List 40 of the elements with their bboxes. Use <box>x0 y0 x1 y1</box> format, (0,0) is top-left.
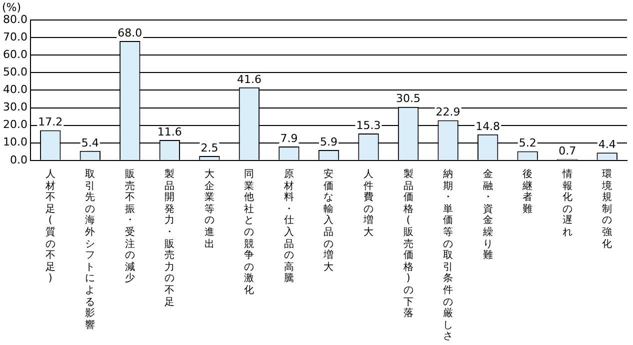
category-label: 安価な輸入品の増大 <box>324 169 334 273</box>
y-tick-label: 0.0 <box>10 153 28 166</box>
category-label: 人材不足(質の不足) <box>45 169 56 284</box>
x-tick-label: 情報化の遅れ <box>561 169 574 239</box>
y-tick-label: 40.0 <box>2 83 28 96</box>
y-tick-label: 50.0 <box>2 66 28 79</box>
data-label: 4.4 <box>598 138 616 152</box>
y-tick-label: 60.0 <box>2 48 28 61</box>
data-label: 22.9 <box>436 106 460 119</box>
category-label: 同業他社との競争の激化 <box>244 169 254 296</box>
x-tick-label: 人件費の増大 <box>362 169 374 239</box>
data-label: 14.8 <box>476 120 500 133</box>
data-label: 7.9 <box>280 132 298 145</box>
data-label: 5.9 <box>320 135 338 148</box>
x-tick-label: 金融・資金繰り難 <box>482 169 494 262</box>
x-tick-label: 大企業等の進出 <box>203 169 216 250</box>
category-label: 販売不振・受注の減少 <box>124 169 135 284</box>
data-label: 30.5 <box>396 92 421 106</box>
y-tick-label: 80.0 <box>2 12 28 26</box>
category-label: 納期・単価等の取引条件の厳しさ <box>443 169 454 342</box>
data-label: 17.2 <box>38 116 63 129</box>
data-label: 41.6 <box>236 72 262 86</box>
y-axis-title: (%) <box>2 1 22 14</box>
data-label: 2.5 <box>200 141 218 154</box>
y-tick-label: 10.0 <box>2 136 28 149</box>
x-tick-label: 環境規制の強化 <box>601 169 614 250</box>
x-tick-label: 後継者難 <box>522 169 534 216</box>
category-label: 原材料・仕入品の高騰 <box>284 169 294 284</box>
data-label: 5.4 <box>81 136 99 150</box>
category-label: 製品価格(販売価格)の下落 <box>403 169 414 320</box>
data-label: 68.0 <box>118 26 142 40</box>
y-tick-label: 20.0 <box>2 118 28 132</box>
category-label: 製品開発力・販売力の不足 <box>164 169 175 308</box>
data-label: 0.7 <box>558 144 576 158</box>
data-label: 5.2 <box>518 136 536 150</box>
data-label: 15.3 <box>356 118 381 132</box>
y-tick-label: 30.0 <box>2 100 28 114</box>
data-label: 11.6 <box>157 125 182 138</box>
y-tick-label: 70.0 <box>2 30 28 44</box>
category-label: 取引先の海外シフトによる影響 <box>85 169 96 331</box>
